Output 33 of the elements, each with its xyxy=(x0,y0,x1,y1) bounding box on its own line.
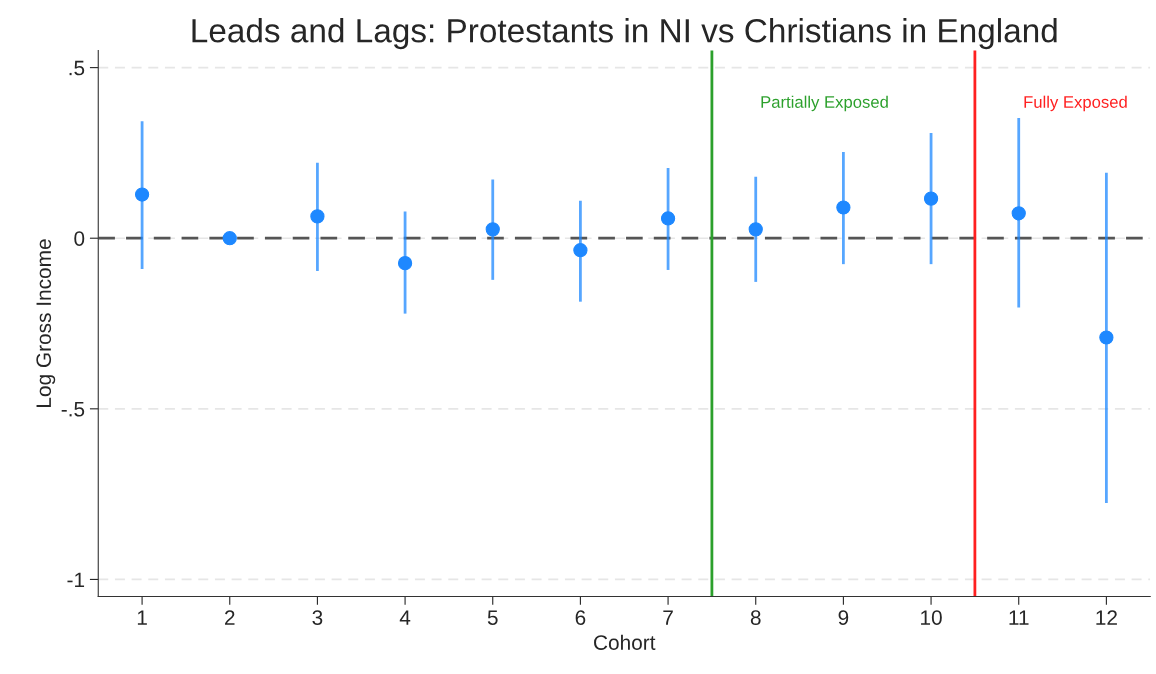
x-tick-label: 1 xyxy=(137,610,147,625)
x-tick-label: 7 xyxy=(663,610,673,625)
x-tick-label: 9 xyxy=(838,610,849,625)
point xyxy=(485,222,500,237)
point xyxy=(1011,206,1026,221)
x-tick-label: 6 xyxy=(575,610,586,625)
point xyxy=(923,191,939,206)
ref-line-label: Partially Exposed xyxy=(761,95,888,112)
point xyxy=(748,222,763,237)
x-tick-label: 12 xyxy=(1096,610,1117,625)
point xyxy=(310,209,325,224)
point xyxy=(222,231,237,246)
x-tick-label: 11 xyxy=(1009,610,1029,625)
point xyxy=(1099,330,1114,345)
x-tick-label: 3 xyxy=(312,610,323,625)
point xyxy=(134,187,150,202)
ref-line-label: Fully Exposed xyxy=(1024,95,1127,112)
point xyxy=(397,256,413,271)
point xyxy=(573,243,588,258)
x-tick-label: 10 xyxy=(921,610,942,625)
y-tick-label: -1 xyxy=(67,572,85,587)
point xyxy=(836,200,851,215)
y-tick-label: 0 xyxy=(74,231,85,246)
x-tick-label: 8 xyxy=(750,610,761,625)
y-tick-label: .5 xyxy=(69,60,85,76)
x-tick-label: 2 xyxy=(225,610,235,625)
y-tick-label: -.5 xyxy=(61,402,85,417)
x-tick-label: 4 xyxy=(399,610,411,625)
x-tick-label: 5 xyxy=(487,610,498,625)
chart-title: Leads and Lags: Protestants in NI vs Christians in England xyxy=(192,18,1057,50)
x-axis-title: Cohort xyxy=(594,634,656,650)
point xyxy=(660,211,676,226)
y-axis-title: Log Gross Income xyxy=(36,239,56,407)
